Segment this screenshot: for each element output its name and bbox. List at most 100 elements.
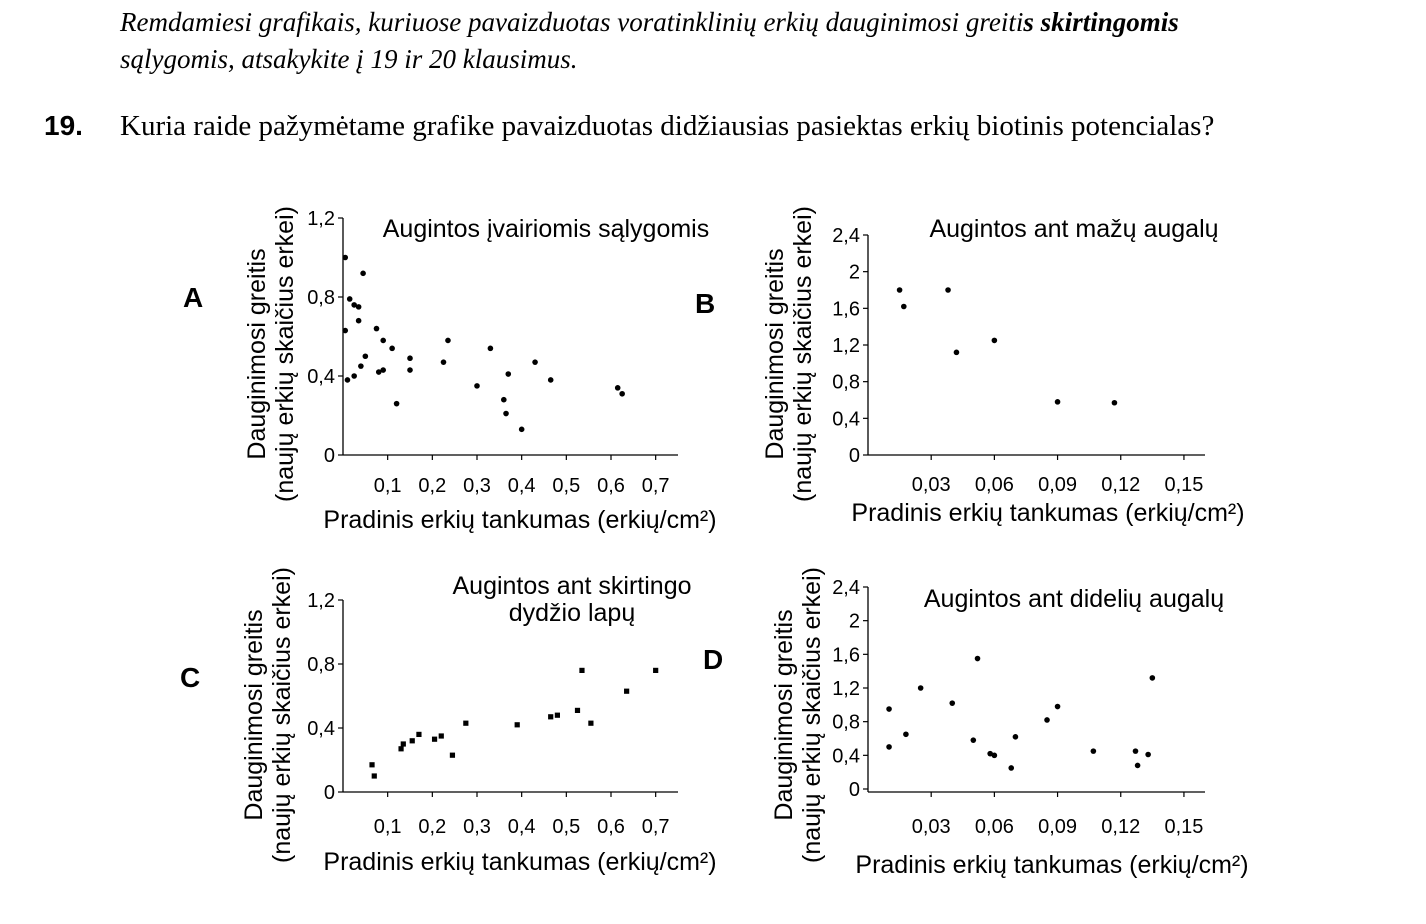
chart-b-point — [1054, 399, 1061, 405]
chart-c-x-label: Pradinis erkių tankumas (erkių/cm²) — [323, 848, 716, 876]
chart-b-y-tick-label: 0 — [849, 445, 860, 467]
chart-d-y-tick-label: 0,4 — [832, 745, 860, 767]
chart-d-x-tick-label: 0,06 — [975, 816, 1014, 838]
chart-c-point — [514, 722, 520, 728]
chart-a-x-label: Pradinis erkių tankumas (erkių/cm²) — [323, 506, 716, 534]
intro-part-3: sąlygomis, atsakykite į 19 ir 20 klausim… — [120, 44, 578, 74]
chart-a-point — [344, 377, 351, 383]
chart-a-point — [501, 396, 507, 403]
question-text: Kuria raide pažymėtame grafike pavaizduo… — [120, 110, 1215, 142]
chart-d-title: Augintos ant didelių augalų — [924, 585, 1224, 613]
chart-a-point — [355, 304, 362, 310]
chart-a-y-tick-label: 0,4 — [307, 366, 335, 388]
chart-b-y-tick-label: 2,4 — [832, 225, 860, 247]
chart-b-point — [945, 287, 951, 293]
chart-d-y-tick-label: 0,8 — [832, 712, 860, 734]
chart-b-y-tick-label: 1,2 — [832, 335, 860, 357]
chart-c-point — [624, 688, 630, 694]
chart-b-x-label: Pradinis erkių tankumas (erkių/cm²) — [851, 499, 1244, 527]
chart-c-point — [554, 712, 560, 718]
chart-d-point — [886, 744, 892, 750]
panel-letter-b: B — [695, 288, 716, 319]
chart-d-point — [974, 655, 981, 662]
chart-a-point — [362, 353, 369, 360]
chart-b-x-tick-label: 0,09 — [1038, 474, 1077, 496]
chart-d-y-tick-label: 2 — [849, 611, 860, 633]
chart-d-point — [903, 731, 909, 738]
chart-a-point — [547, 377, 554, 383]
chart-a-point — [505, 371, 512, 377]
chart-d-point — [1145, 751, 1151, 758]
chart-d-x-tick-label: 0,09 — [1038, 816, 1077, 838]
chart-a-point — [614, 385, 621, 391]
chart-d-point — [1012, 734, 1019, 740]
chart-b-y-label: (naujų erkių skaičius erkei) — [789, 206, 817, 502]
chart-b-point — [991, 337, 998, 344]
chart-a-point — [474, 383, 480, 389]
chart-a-point — [375, 369, 382, 375]
chart-c-point — [463, 720, 469, 726]
chart-b-x-tick-label: 0,12 — [1101, 474, 1140, 496]
chart-c-point — [579, 667, 585, 673]
chart-a-point — [373, 325, 380, 332]
chart-b-x-tick-label: 0,03 — [912, 474, 951, 496]
chart-a-point — [518, 426, 525, 433]
question-number: 19. — [44, 110, 83, 141]
chart-a-x-tick-label: 0,4 — [508, 475, 536, 497]
chart-a-x-tick-label: 0,1 — [374, 475, 402, 497]
chart-b-title: Augintos ant mažų augalų — [929, 215, 1218, 243]
chart-a-y-tick-label: 0,8 — [307, 287, 335, 309]
chart-d-x-tick-label: 0,12 — [1101, 816, 1140, 838]
chart-a-point — [342, 327, 349, 334]
chart-c-point — [369, 762, 375, 768]
chart-d-x-tick-label: 0,03 — [912, 816, 951, 838]
chart-c-point — [548, 714, 554, 720]
chart-c-x-tick-label: 0,3 — [463, 816, 491, 838]
chart-a-y-label: (naujų erkių skaičius erkei) — [271, 206, 299, 502]
chart-a-point — [487, 345, 494, 352]
chart-a-point — [532, 359, 538, 365]
chart-d-point — [1044, 717, 1050, 723]
chart-d-y-tick-label: 1,2 — [832, 678, 860, 700]
chart-c-point — [438, 733, 444, 739]
chart-d-y-tick-label: 2,4 — [832, 577, 860, 599]
chart-c-x-tick-label: 0,7 — [642, 816, 670, 838]
intro-part-2: s skirtingomis — [1023, 7, 1179, 37]
panel-letter-d: D — [703, 644, 724, 675]
chart-c-point — [653, 667, 659, 673]
chart-c-y-tick-label: 0,4 — [307, 718, 335, 740]
chart-c-point — [371, 773, 377, 779]
chart-b-y-tick-label: 0,8 — [832, 372, 860, 394]
chart-b-x-tick-label: 0,15 — [1164, 474, 1203, 496]
chart-d-point — [1090, 748, 1097, 754]
chart-d-point — [970, 737, 977, 743]
chart-d-x-tick-label: 0,15 — [1164, 816, 1203, 838]
intro-text: Remdamiesi grafikais, kuriuose pavaizduo… — [120, 4, 1410, 78]
chart-a-point — [393, 400, 400, 407]
chart-c-y-tick-label: 0 — [324, 782, 335, 804]
chart-a-point — [380, 337, 387, 344]
chart-b-y-tick-label: 2 — [849, 262, 860, 284]
chart-b-y-tick-label: 1,6 — [832, 298, 860, 320]
chart-a-point — [407, 367, 413, 373]
chart-b-point — [896, 287, 903, 293]
chart-a-point — [360, 270, 366, 277]
chart-b-point — [901, 303, 907, 310]
chart-a-point — [351, 373, 357, 379]
chart-c-x-tick-label: 0,2 — [418, 816, 446, 838]
chart-b-point — [953, 349, 960, 356]
chart-c-point — [400, 741, 406, 747]
chart-d-point — [949, 700, 956, 706]
chart-a-point — [503, 410, 509, 417]
chart-c-x-tick-label: 0,6 — [597, 816, 625, 838]
chart-c-x-tick-label: 0,5 — [552, 816, 580, 838]
chart-a-point — [619, 390, 625, 397]
chart-d-y-tick-label: 1,6 — [832, 644, 860, 666]
chart-c-point — [398, 746, 404, 752]
chart-a-point — [440, 359, 447, 365]
chart-a-x-tick-label: 0,2 — [418, 475, 446, 497]
chart-a-point — [358, 363, 364, 369]
chart-c-title: dydžio lapų — [509, 599, 635, 627]
chart-c-point — [588, 720, 594, 726]
